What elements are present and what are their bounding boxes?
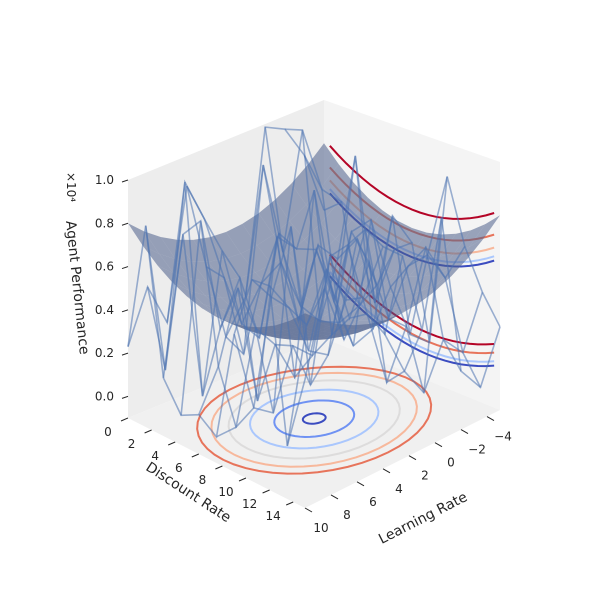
surface-patch (273, 221, 305, 254)
surface-patch (288, 239, 320, 270)
z-tick-mark (121, 352, 129, 356)
y-tick-mark (168, 441, 176, 446)
floor-contour (227, 379, 401, 460)
surface-patch (293, 336, 325, 341)
surface-patch (260, 325, 292, 335)
wireframe-line (146, 219, 326, 429)
z-tick-label: 0.0 (95, 389, 114, 403)
z-tick-mark (121, 266, 129, 270)
surface-patch (277, 332, 309, 339)
floor-contour (249, 388, 380, 450)
surface-patch (142, 245, 174, 274)
z-axis-label: Agent Performance (62, 220, 92, 356)
x-tick-label: 0 (447, 456, 455, 470)
y-tick-label: 14 (266, 509, 281, 523)
surface-patch (452, 238, 484, 268)
z-tick-label: 0.2 (95, 346, 114, 360)
surface-patch (410, 232, 442, 258)
surface-patch (188, 290, 220, 310)
surface-patch (258, 199, 290, 235)
x-tick-mark (460, 429, 469, 435)
x-tick-mark (330, 494, 339, 500)
x-tick-label: −4 (494, 430, 512, 444)
z-tick-label: 0.8 (95, 216, 114, 230)
floor-contour (210, 371, 418, 468)
y-tick-label: 10 (218, 485, 233, 499)
z-tick-mark (121, 179, 129, 183)
y-tick-mark (144, 429, 152, 434)
wireframe-line (205, 228, 384, 380)
y-tick-mark (262, 489, 270, 494)
surface-patch (392, 276, 424, 295)
z-offset-text: ×10⁴ (64, 172, 78, 202)
tick-layer: 0.0 0.2 0.4 0.6 0.8 1.0 0 2 4 6 8 10 12 14 −4 −2 0 2 4 6 8 10 (95, 173, 512, 535)
x-tick-mark (486, 416, 495, 421)
y-tick-mark (286, 501, 294, 506)
x-tick-mark (304, 507, 313, 513)
floor-contour (196, 365, 433, 475)
x-tick-label: 10 (313, 521, 328, 535)
y-tick-label: 12 (242, 497, 257, 511)
wireframe-line (127, 225, 306, 447)
surface-patch (286, 269, 318, 294)
surface-patch (454, 224, 486, 254)
wireframe-line (186, 185, 364, 402)
surface-patch (438, 247, 470, 274)
wireframe-line (304, 217, 501, 389)
y-tick-mark (191, 453, 199, 458)
y-tick-label: 0 (104, 425, 112, 439)
z-tick-mark (121, 395, 129, 399)
surface-patch (208, 259, 240, 281)
surface-patch (209, 231, 241, 260)
wireframe-line (286, 229, 484, 446)
floor-contour (301, 412, 327, 425)
y-tick-mark (238, 477, 247, 482)
x-tick-mark (408, 455, 417, 461)
surface-patch (240, 245, 272, 273)
wireframe-layer (127, 126, 501, 447)
x-tick-label: 4 (395, 482, 403, 496)
z-tick-label: 1.0 (95, 173, 114, 187)
surface-patch (469, 215, 500, 248)
surface-patch (224, 253, 256, 279)
z-tick-mark (121, 309, 129, 313)
wireframe-line (166, 181, 345, 414)
wireframe-line (251, 176, 448, 386)
surface-patch (371, 312, 403, 328)
floor-contour (273, 399, 356, 438)
y-tick-mark (120, 417, 129, 422)
surface-patch (226, 223, 258, 254)
x-tick-mark (382, 468, 391, 474)
surface-patch (436, 258, 468, 285)
y-tick-label: 2 (128, 437, 136, 451)
surface-patch (144, 231, 176, 260)
y-tick-label: 8 (199, 473, 207, 487)
surface-patch (351, 197, 383, 233)
surface-patch (262, 333, 294, 339)
x-tick-mark (356, 481, 365, 487)
x-tick-label: 8 (343, 508, 351, 522)
y-tick-mark (215, 465, 223, 470)
x-tick-label: 6 (369, 495, 377, 509)
wireframe-line (269, 244, 466, 385)
x-tick-label: −2 (468, 443, 486, 457)
z-tick-label: 0.4 (95, 303, 114, 317)
surface-patch (242, 213, 274, 246)
x-axis-label: Learning Rate (376, 489, 470, 547)
x-tick-mark (434, 442, 443, 448)
x-tick-label: 2 (421, 469, 429, 483)
z-tick-mark (121, 222, 129, 226)
surface-patch (175, 259, 207, 282)
surface-patch (172, 282, 204, 305)
y-tick-label: 6 (175, 461, 183, 475)
z-tick-label: 0.6 (95, 260, 114, 274)
surface-patch (381, 220, 412, 251)
surface-patch (278, 338, 310, 341)
y-tick-label: 4 (151, 449, 159, 463)
